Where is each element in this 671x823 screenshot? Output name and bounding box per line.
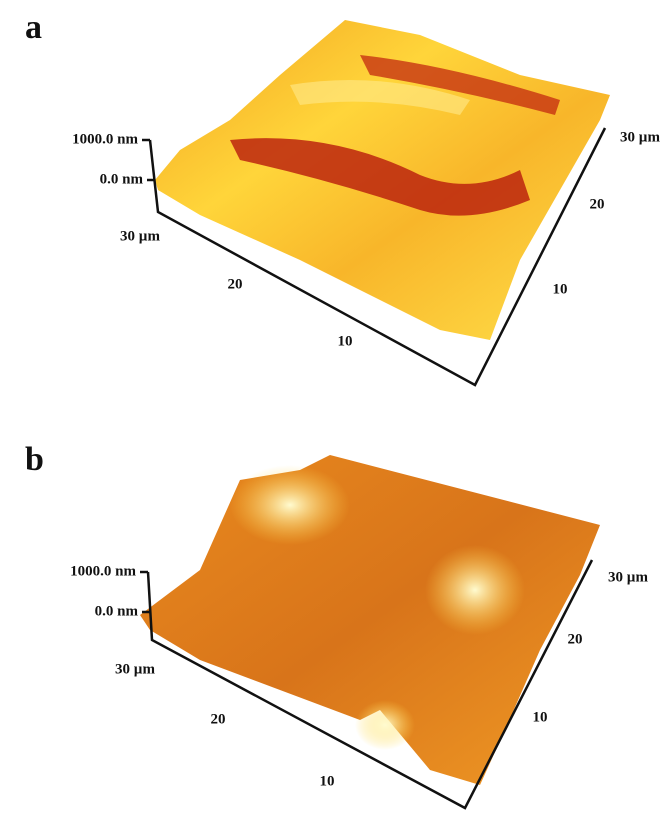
panel-label: b xyxy=(25,441,44,478)
y-label: 30 µm xyxy=(608,569,648,585)
surface-a xyxy=(155,20,610,340)
x-label: 20 xyxy=(211,711,226,727)
z-label: 1000.0 nm xyxy=(70,563,136,579)
x-label: 30 µm xyxy=(115,661,155,677)
y-label: 10 xyxy=(553,281,568,297)
x-label: 20 xyxy=(228,276,243,292)
y-label: 30 µm xyxy=(620,129,660,145)
y-label: 10 xyxy=(533,709,548,725)
x-label: 10 xyxy=(320,773,335,789)
z-label: 0.0 nm xyxy=(100,171,144,187)
z-label: 0.0 nm xyxy=(95,603,139,619)
surface-b xyxy=(140,455,600,785)
y-label: 20 xyxy=(590,196,605,212)
x-label: 30 µm xyxy=(120,228,160,244)
axis xyxy=(148,127,607,387)
x-label: 10 xyxy=(338,333,353,349)
axis xyxy=(146,559,594,810)
y-label: 20 xyxy=(568,631,583,647)
panel-label: a xyxy=(25,9,42,46)
z-label: 1000.0 nm xyxy=(72,131,138,147)
